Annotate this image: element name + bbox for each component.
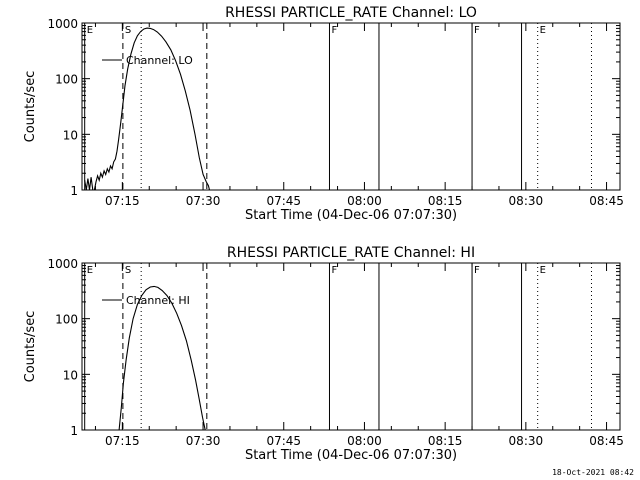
plot-panel: RHESSI PARTICLE_RATE Channel: LO 07:15 07:…	[23, 5, 624, 223]
event-marker-label: S	[125, 265, 131, 276]
x-axis-label: Start Time (04-Dec-06 07:07:30)	[245, 208, 457, 223]
plot-title: RHESSI PARTICLE_RATE Channel: LO	[225, 5, 477, 21]
event-marker-label: E	[87, 265, 93, 276]
x-tick-label: 08:30	[509, 434, 544, 448]
data-series-line	[84, 27, 211, 191]
x-tick-label: 07:30	[186, 434, 221, 448]
y-tick-label: 1	[70, 184, 78, 198]
x-tick-label: 08:15	[428, 434, 463, 448]
y-tick-label: 1	[70, 424, 78, 438]
x-tick-label: 07:45	[266, 434, 301, 448]
plot-panel: RHESSI PARTICLE_RATE Channel: HI 07:15 07:…	[23, 245, 624, 463]
event-marker-label: E	[87, 25, 93, 36]
y-tick-label: 100	[55, 73, 78, 87]
event-marker-label: F	[331, 25, 337, 36]
axis-frame	[81, 22, 621, 191]
y-tick-label: 10	[63, 128, 78, 142]
y-axis-label: Counts/sec	[23, 71, 38, 143]
y-axis-label: Counts/sec	[23, 311, 38, 383]
y-tick-label: 100	[55, 313, 78, 327]
x-tick-label: 07:15	[105, 194, 140, 208]
x-tick-label: 08:00	[347, 434, 382, 448]
x-tick-label: 08:00	[347, 194, 382, 208]
event-marker-label: E	[540, 25, 546, 36]
x-axis-label: Start Time (04-Dec-06 07:07:30)	[245, 448, 457, 463]
x-tick-label: 08:15	[428, 194, 463, 208]
legend-label: Channel: LO	[126, 54, 193, 67]
x-tick-label: 07:15	[105, 434, 140, 448]
footer-timestamp: 18-Oct-2021 08:42	[552, 468, 634, 477]
y-tick-label: 1000	[47, 17, 78, 31]
event-marker-label: E	[540, 265, 546, 276]
plot-title: RHESSI PARTICLE_RATE Channel: HI	[227, 245, 475, 261]
x-tick-label: 08:30	[509, 194, 544, 208]
x-tick-label: 07:45	[266, 194, 301, 208]
plots: RHESSI PARTICLE_RATE Channel: LO 07:15 07:…	[23, 5, 624, 463]
x-tick-label: 08:45	[589, 194, 624, 208]
event-marker-label: S	[125, 25, 131, 36]
y-tick-label: 10	[63, 368, 78, 382]
axis-frame	[81, 262, 621, 431]
x-tick-label: 07:30	[186, 194, 221, 208]
y-tick-label: 1000	[47, 257, 78, 271]
legend-label: Channel: HI	[126, 294, 190, 307]
event-marker-label: F	[474, 25, 480, 36]
x-tick-label: 08:45	[589, 434, 624, 448]
data-series-line	[118, 285, 206, 431]
event-marker-label: F	[331, 265, 337, 276]
event-marker-label: F	[474, 265, 480, 276]
